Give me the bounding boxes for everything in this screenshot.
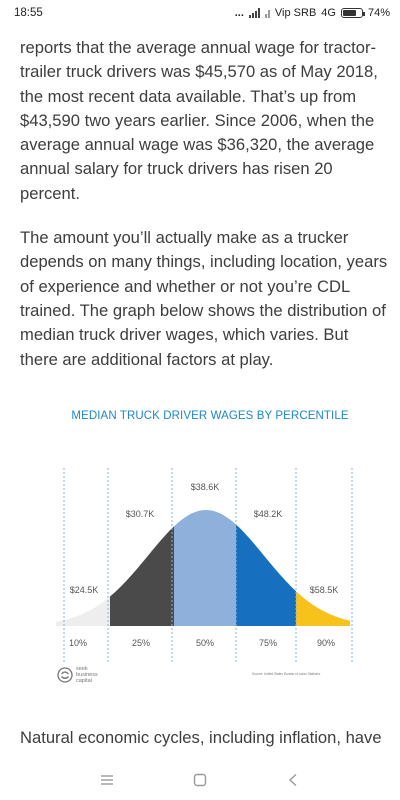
square-icon xyxy=(193,773,207,787)
logo-line: seek xyxy=(76,666,88,672)
signal-icon xyxy=(248,8,260,18)
notification-dots: ... xyxy=(234,7,244,19)
article-paragraph: Natural economic cycles, including infla… xyxy=(20,728,382,747)
chart-source: Source: United States Bureau of Labor St… xyxy=(252,672,321,676)
chart-segment-25% xyxy=(110,526,174,626)
status-time: 18:55 xyxy=(14,7,43,19)
percentile-tick-label: 75% xyxy=(259,638,277,648)
value-label: $48.2K xyxy=(254,509,283,519)
logo-line: business xyxy=(76,672,98,678)
network-type: 4G xyxy=(321,7,336,19)
percentile-tick-label: 10% xyxy=(69,638,87,648)
value-label: $58.5K xyxy=(310,585,339,595)
battery-percent: 74% xyxy=(367,7,390,19)
menu-button[interactable] xyxy=(87,765,127,795)
battery-icon xyxy=(340,8,365,18)
signal-icon-2 xyxy=(264,8,270,18)
back-button[interactable] xyxy=(273,765,313,795)
percentile-tick-label: 25% xyxy=(132,638,150,648)
menu-icon xyxy=(100,775,113,785)
wage-chart: MEDIAN TRUCK DRIVER WAGES BY PERCENTILE … xyxy=(40,400,360,700)
chart-segment-50% xyxy=(174,510,236,626)
back-chevron-icon xyxy=(289,773,297,787)
percentile-tick-label: 50% xyxy=(196,638,214,648)
percentile-tick-label: 90% xyxy=(317,638,335,648)
navigation-bar xyxy=(0,760,400,800)
carrier-name: Vip SRB xyxy=(274,7,317,19)
chart-segment-10% xyxy=(56,596,110,626)
logo-mark-icon xyxy=(57,667,73,683)
chart-segment-75% xyxy=(236,524,296,626)
chart-title: MEDIAN TRUCK DRIVER WAGES BY PERCENTILE xyxy=(71,410,349,422)
article-paragraph: The amount you’ll actually make as a tru… xyxy=(20,228,388,369)
home-button[interactable] xyxy=(180,765,220,795)
status-bar: 18:55 ... Vip SRB 4G 74% xyxy=(0,0,400,26)
value-label: $24.5K xyxy=(70,585,99,595)
status-icons: ... Vip SRB 4G 74% xyxy=(235,7,390,19)
seek-business-capital-logo: seek business capital xyxy=(57,666,98,684)
logo-line: capital xyxy=(76,678,92,684)
chart-plot: $24.5K $30.7K $38.6K $48.2K $58.5K 10% 25% 50% 7… xyxy=(56,468,353,662)
article-body: reports that the average annual wage for… xyxy=(20,36,390,372)
chart-segment-90% xyxy=(296,591,350,626)
value-label: $30.7K xyxy=(126,509,155,519)
value-label: $38.6K xyxy=(191,482,220,492)
article-paragraph: reports that the average annual wage for… xyxy=(20,38,378,203)
